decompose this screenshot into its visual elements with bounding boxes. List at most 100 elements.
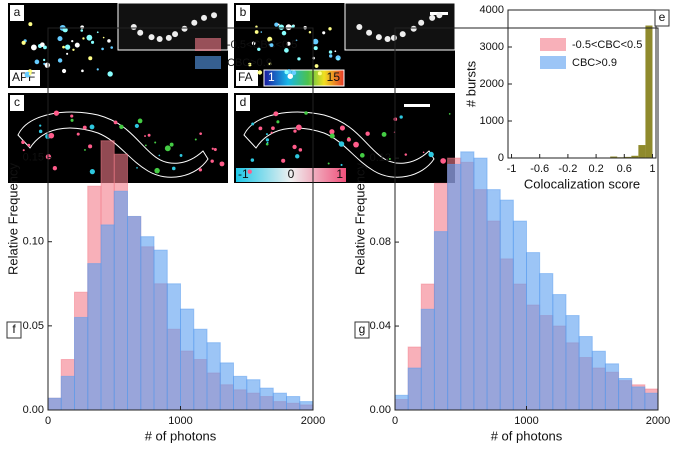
spot: [34, 59, 40, 65]
caption-box: [10, 70, 40, 86]
spot: [399, 115, 403, 119]
y-tick-label: 0.08: [370, 236, 391, 248]
spot: [268, 62, 272, 66]
spot: [255, 25, 258, 28]
spot: [44, 62, 51, 68]
panel-label-box: [654, 9, 670, 27]
bar: [299, 401, 314, 411]
spot: [144, 144, 147, 147]
spot: [89, 124, 95, 130]
spot: [179, 154, 183, 157]
spot: [384, 35, 391, 42]
spot: [291, 70, 297, 76]
spot: [265, 133, 268, 136]
spot: [219, 161, 225, 167]
spot: [258, 126, 263, 131]
x-tick-label: 0.2: [588, 163, 603, 175]
x-tick-label: 2000: [301, 415, 325, 427]
spot: [102, 36, 105, 39]
spot: [80, 29, 84, 32]
spot: [213, 148, 217, 152]
spot: [22, 149, 25, 152]
colorbar-label: 1: [336, 167, 343, 181]
spot: [48, 132, 55, 139]
panel-label: e: [659, 10, 666, 24]
spot: [39, 124, 42, 127]
panel-label-box: [354, 321, 370, 339]
spot: [436, 12, 443, 19]
spot: [322, 31, 326, 35]
bar: [552, 294, 567, 411]
panel-label: a: [14, 5, 21, 19]
spot: [284, 48, 289, 53]
spot: [30, 44, 37, 51]
spot: [295, 154, 300, 159]
panel-label-box: [236, 5, 250, 21]
spot: [328, 50, 333, 54]
x-tick-label: 0: [45, 415, 51, 427]
x-tick-label: 1: [649, 163, 655, 175]
spot: [154, 167, 160, 174]
spot: [86, 34, 93, 41]
bar: [447, 163, 462, 411]
spot: [291, 24, 295, 29]
panel-label: c: [14, 95, 20, 109]
x-tick-label: 2000: [646, 415, 670, 427]
bar: [644, 392, 659, 411]
spot: [88, 144, 93, 149]
spot: [21, 140, 25, 145]
bar: [624, 156, 632, 158]
spot: [317, 71, 322, 76]
spot: [28, 22, 33, 27]
spot: [267, 36, 273, 42]
bar: [74, 316, 89, 411]
spot: [314, 64, 319, 68]
legend-label: CBC>0.9: [227, 57, 272, 69]
spot: [429, 14, 436, 21]
spot: [61, 68, 67, 74]
spot: [84, 148, 86, 151]
spot: [62, 27, 68, 33]
spot: [295, 39, 298, 42]
y-tick-label: 0.05: [23, 320, 44, 332]
x-tick-label: -1: [507, 163, 517, 175]
spot: [43, 58, 46, 62]
colorbar: [236, 168, 346, 182]
spot: [268, 43, 270, 46]
spot: [334, 50, 337, 53]
spot: [40, 42, 45, 47]
spot: [70, 118, 74, 122]
x-tick-label: -0.6: [530, 163, 549, 175]
bar: [87, 263, 102, 411]
spot: [251, 122, 255, 126]
panel-label-box: [6, 321, 22, 339]
spot: [418, 19, 425, 26]
spot: [269, 43, 274, 48]
spot: [110, 46, 114, 49]
spot: [312, 38, 319, 45]
legend-swatch: [195, 56, 221, 69]
spot: [81, 69, 84, 73]
spot: [164, 145, 171, 152]
spot: [422, 151, 425, 154]
panel-label-box: [236, 95, 250, 111]
bar: [127, 215, 142, 411]
inset: [344, 2, 456, 51]
spot: [171, 166, 176, 171]
plot-frame: [507, 9, 657, 159]
spot: [274, 22, 279, 27]
spot: [101, 47, 104, 51]
bar: [47, 397, 62, 411]
spot: [304, 111, 308, 115]
y-tick-label: 0.10: [23, 236, 44, 248]
bar: [539, 273, 554, 411]
spot: [57, 36, 63, 42]
spot: [346, 137, 351, 142]
bar: [638, 145, 646, 158]
spot: [27, 143, 31, 147]
spot: [250, 158, 255, 162]
spot: [292, 144, 297, 150]
spot: [410, 25, 417, 32]
spot: [144, 135, 147, 138]
bar: [286, 396, 301, 411]
